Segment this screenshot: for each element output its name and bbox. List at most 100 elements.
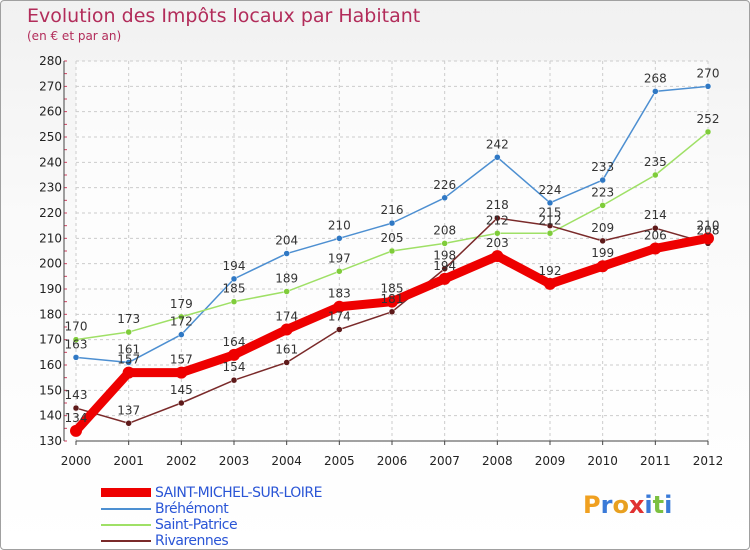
x-tick-label: 2008 xyxy=(482,454,513,468)
y-tick-label: 180 xyxy=(39,307,62,321)
data-point-rivarennes xyxy=(72,404,80,412)
data-point-saint-michel-sur-loire xyxy=(122,366,135,379)
data-point-br-h-mont xyxy=(494,154,501,161)
data-point-saint-patrice xyxy=(494,230,501,237)
data-point-rivarennes xyxy=(336,326,343,333)
data-point-saint-michel-sur-loire xyxy=(491,250,504,263)
y-tick-label: 140 xyxy=(39,409,62,423)
data-label-rivarennes: 209 xyxy=(591,221,614,235)
data-point-br-h-mont xyxy=(704,83,712,90)
data-label-rivarennes: 214 xyxy=(644,208,667,222)
data-point-br-h-mont xyxy=(283,250,290,257)
data-label-saint-michel-sur-loire: 164 xyxy=(223,335,246,349)
data-label-saint-michel-sur-loire: 157 xyxy=(117,353,140,367)
logo-letter: i xyxy=(644,491,653,519)
y-tick-label: 220 xyxy=(39,206,62,220)
x-tick-label: 2012 xyxy=(693,454,724,468)
data-label-rivarennes: 154 xyxy=(223,360,246,374)
data-label-saint-michel-sur-loire: 174 xyxy=(275,310,298,324)
x-tick-label: 2011 xyxy=(640,454,671,468)
data-point-rivarennes xyxy=(494,214,501,222)
x-tick-label: 2010 xyxy=(587,454,618,468)
data-point-rivarennes xyxy=(441,265,448,272)
data-point-saint-patrice xyxy=(704,128,712,136)
data-point-saint-patrice xyxy=(599,202,606,209)
y-tick-label: 280 xyxy=(39,54,62,68)
legend-label-saint-michel: SAINT-MICHEL-SUR-LOIRE xyxy=(155,485,322,501)
data-label-br-h-mont: 224 xyxy=(539,183,562,197)
data-point-rivarennes xyxy=(599,237,606,245)
data-label-saint-michel-sur-loire: 134 xyxy=(65,411,88,425)
logo-letter: x xyxy=(628,491,645,519)
data-point-rivarennes xyxy=(652,224,659,232)
legend-swatch-saint-patrice xyxy=(101,524,151,526)
logo-letter: t xyxy=(652,491,665,519)
x-tick-label: 2001 xyxy=(113,454,144,468)
data-label-saint-patrice: 185 xyxy=(223,282,246,296)
y-tick-label: 260 xyxy=(39,105,62,119)
y-tick-label: 130 xyxy=(39,434,62,448)
data-label-saint-michel-sur-loire: 203 xyxy=(486,236,509,250)
data-point-saint-michel-sur-loire xyxy=(333,300,346,313)
legend-swatch-brehemont xyxy=(101,508,151,510)
chart-subtitle: (en € et par an) xyxy=(27,29,122,43)
data-point-saint-patrice xyxy=(546,230,554,237)
legend-label-saint-patrice: Saint-Patrice xyxy=(155,517,238,533)
chart-title: Evolution des Impôts locaux par Habitant xyxy=(27,5,421,27)
legend-label-rivarennes: Rivarennes xyxy=(155,533,229,549)
data-label-saint-patrice: 205 xyxy=(381,231,404,245)
data-point-br-h-mont xyxy=(336,235,343,242)
data-label-rivarennes: 145 xyxy=(170,383,193,397)
x-tick-label: 2003 xyxy=(219,454,250,468)
data-label-rivarennes: 143 xyxy=(65,388,88,402)
data-label-saint-michel-sur-loire: 185 xyxy=(381,282,404,296)
data-point-saint-patrice xyxy=(125,328,132,336)
data-label-saint-michel-sur-loire: 199 xyxy=(591,246,614,260)
data-label-saint-patrice: 179 xyxy=(170,297,193,311)
data-label-rivarennes: 208 xyxy=(697,223,720,237)
data-point-br-h-mont xyxy=(652,88,659,95)
data-label-rivarennes: 215 xyxy=(539,206,562,220)
legend-swatch-rivarennes xyxy=(101,540,151,542)
data-point-saint-patrice xyxy=(230,298,238,305)
data-point-saint-michel-sur-loire xyxy=(70,424,82,437)
data-label-saint-patrice: 212 xyxy=(486,213,509,227)
x-tick-label: 2006 xyxy=(377,454,408,468)
y-tick-label: 150 xyxy=(39,383,62,397)
data-point-saint-michel-sur-loire xyxy=(228,348,240,361)
legend-swatch-saint-michel xyxy=(101,488,151,497)
data-label-saint-michel-sur-loire: 157 xyxy=(170,353,193,367)
data-point-br-h-mont xyxy=(388,219,396,227)
data-point-br-h-mont xyxy=(125,359,132,366)
data-label-saint-michel-sur-loire: 192 xyxy=(539,264,562,278)
data-label-saint-patrice: 235 xyxy=(644,155,667,169)
data-label-br-h-mont: 268 xyxy=(644,71,667,85)
data-label-saint-michel-sur-loire: 183 xyxy=(328,287,351,301)
data-point-saint-michel-sur-loire xyxy=(438,272,451,285)
data-point-br-h-mont xyxy=(230,275,238,283)
data-point-br-h-mont xyxy=(441,194,448,202)
y-tick-label: 250 xyxy=(39,130,62,144)
data-point-rivarennes xyxy=(283,359,290,366)
data-label-saint-patrice: 173 xyxy=(117,312,140,326)
data-point-br-h-mont xyxy=(72,354,80,361)
data-label-br-h-mont: 270 xyxy=(697,66,720,80)
data-label-br-h-mont: 163 xyxy=(65,337,88,351)
y-tick-label: 200 xyxy=(39,257,62,271)
y-tick-label: 190 xyxy=(39,282,62,296)
data-point-saint-patrice xyxy=(652,171,659,179)
data-point-rivarennes xyxy=(546,222,554,229)
data-point-saint-patrice xyxy=(441,240,448,247)
data-point-saint-patrice xyxy=(72,336,80,343)
data-label-br-h-mont: 172 xyxy=(170,315,193,329)
data-label-saint-patrice: 212 xyxy=(539,213,562,227)
x-tick-label: 2007 xyxy=(429,454,460,468)
data-labels: 163 161 172 194 204 210 216 226 242 224 233 268 270 1… xyxy=(65,66,720,425)
data-label-br-h-mont: 204 xyxy=(275,234,298,248)
data-point-saint-patrice xyxy=(178,313,185,321)
data-label-rivarennes: 174 xyxy=(328,310,351,324)
data-point-saint-michel-sur-loire xyxy=(702,232,714,245)
x-tick-label: 2004 xyxy=(271,454,302,468)
data-point-saint-patrice xyxy=(388,247,396,255)
